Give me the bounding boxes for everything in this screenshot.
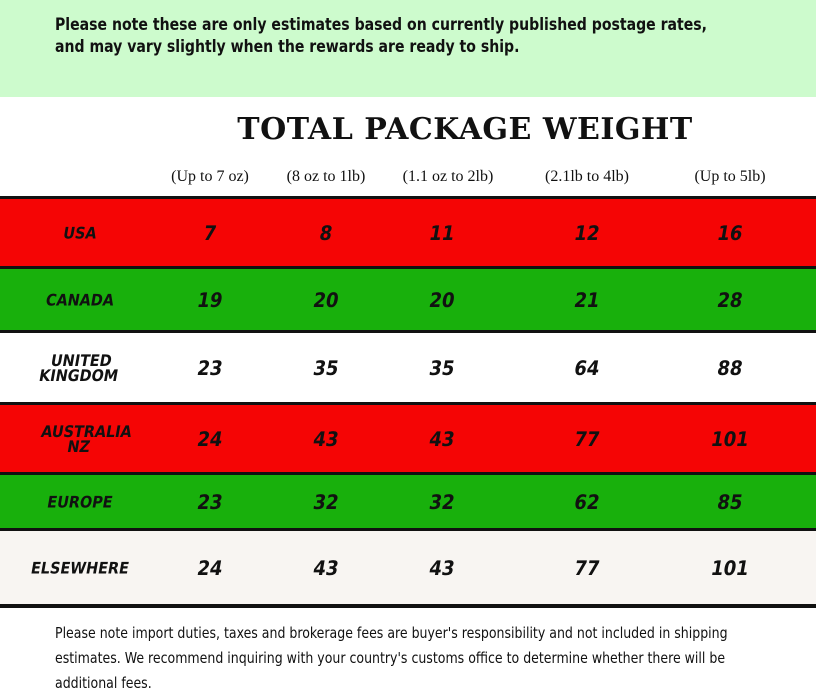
column-header: (1.1 oz to 2lb) xyxy=(402,168,494,185)
shipping-cost: 21 xyxy=(572,287,602,312)
shipping-cost: 77 xyxy=(572,555,602,580)
country-label: Elsewhere xyxy=(29,558,131,577)
table-row: Elsewhere 24 43 43 77 101 xyxy=(0,528,816,608)
shipping-cost: 23 xyxy=(195,489,225,514)
column-header: (2.1lb to 4lb) xyxy=(545,168,629,185)
shipping-cost: 43 xyxy=(311,426,341,451)
table-row: Australia NZ 24 43 43 77 101 xyxy=(0,402,816,472)
column-header: (Up to 5lb) xyxy=(694,168,766,185)
table-title: TOTAL PACKAGE WEIGHT xyxy=(237,112,693,147)
shipping-cost: 20 xyxy=(311,287,341,312)
shipping-cost: 7 xyxy=(201,220,219,245)
import-duties-note: Please note import duties, taxes and bro… xyxy=(55,624,728,692)
shipping-cost: 43 xyxy=(427,555,457,580)
column-header: (Up to 7 oz) xyxy=(171,168,249,185)
estimate-note: Please note these are only estimates bas… xyxy=(55,15,708,57)
shipping-cost: 62 xyxy=(572,489,602,514)
shipping-cost: 28 xyxy=(715,287,745,312)
shipping-cost: 101 xyxy=(709,426,751,451)
shipping-cost: 85 xyxy=(715,489,745,514)
country-label: United Kingdom xyxy=(37,350,120,385)
shipping-cost: 23 xyxy=(195,355,225,380)
estimate-note-banner: Please note these are only estimates bas… xyxy=(0,0,816,97)
column-header: (8 oz to 1lb) xyxy=(286,168,366,185)
table-row: Canada 19 20 20 21 28 xyxy=(0,266,816,330)
table-row: United Kingdom 23 35 35 64 88 xyxy=(0,330,816,402)
shipping-cost: 8 xyxy=(317,220,335,245)
shipping-cost: 20 xyxy=(427,287,457,312)
shipping-cost: 11 xyxy=(427,220,457,245)
shipping-cost: 19 xyxy=(195,287,225,312)
shipping-cost: 43 xyxy=(311,555,341,580)
shipping-cost: 24 xyxy=(195,426,225,451)
shipping-cost: 101 xyxy=(709,555,751,580)
country-label: Australia NZ xyxy=(39,421,134,456)
shipping-cost: 35 xyxy=(311,355,341,380)
shipping-cost: 64 xyxy=(572,355,602,380)
table-row: Europe 23 32 32 62 85 xyxy=(0,472,816,528)
shipping-cost: 88 xyxy=(715,355,745,380)
table-row: USA 7 8 11 12 16 xyxy=(0,196,816,266)
shipping-cost: 43 xyxy=(427,426,457,451)
country-label: Canada xyxy=(44,290,116,309)
shipping-cost: 32 xyxy=(311,489,341,514)
shipping-cost: 24 xyxy=(195,555,225,580)
country-label: Europe xyxy=(45,492,115,511)
shipping-cost: 35 xyxy=(427,355,457,380)
shipping-cost: 16 xyxy=(715,220,745,245)
country-label: USA xyxy=(61,223,99,242)
shipping-cost: 12 xyxy=(572,220,602,245)
shipping-cost: 77 xyxy=(572,426,602,451)
shipping-cost: 32 xyxy=(427,489,457,514)
